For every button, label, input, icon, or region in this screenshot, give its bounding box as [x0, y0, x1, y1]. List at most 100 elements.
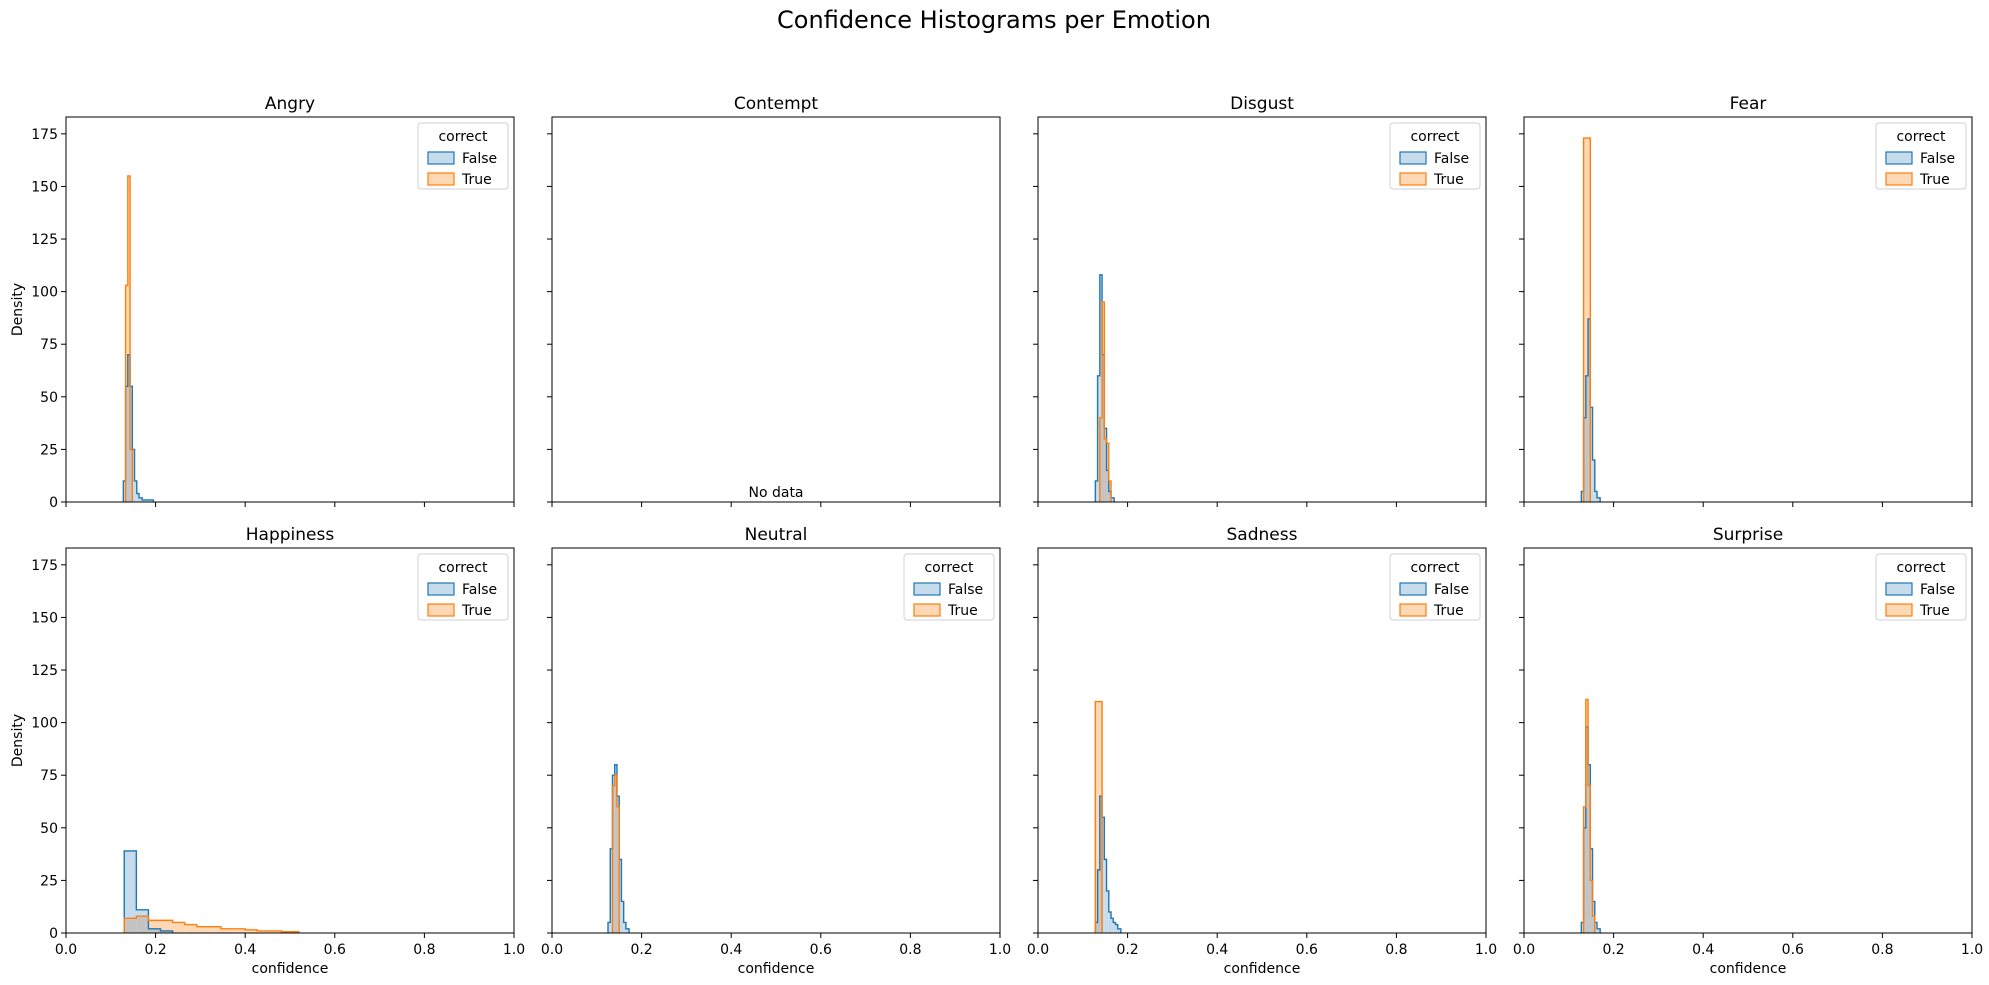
legend-label-true: True [947, 603, 978, 619]
y-tick-label: 75 [40, 768, 58, 784]
bar-false [1594, 491, 1598, 502]
bar-overlap [148, 928, 161, 933]
bar-overlap [127, 354, 131, 502]
y-tick-label: 175 [31, 558, 58, 574]
x-tick-label: 0.4 [1206, 942, 1228, 958]
legend: correct False True [1875, 553, 1967, 621]
x-tick-label: 0.8 [1871, 942, 1893, 958]
bar-true [172, 922, 185, 933]
bar-overlap [616, 806, 620, 933]
legend-swatch-true [427, 172, 455, 186]
bar-true [196, 926, 209, 933]
x-tick-label: 0.4 [234, 942, 256, 958]
bar-overlap [124, 918, 137, 933]
x-axis-label: confidence [1224, 961, 1301, 977]
x-tick-label: 1.0 [503, 942, 525, 958]
legend-swatch-true [1885, 172, 1913, 186]
legend-swatch-false [427, 582, 455, 596]
bar-overlap [614, 775, 617, 933]
panel-title: Surprise [1713, 525, 1783, 545]
series-line-false [607, 763, 630, 933]
y-tick-label: 100 [31, 285, 58, 301]
series-line-true [124, 175, 134, 502]
bar-false [621, 901, 624, 933]
bar-true [245, 929, 258, 933]
legend: correct False True [1389, 122, 1481, 190]
legend-swatch-false [913, 582, 941, 596]
legend: correct False True [1875, 122, 1967, 190]
bar-false [610, 848, 613, 933]
legend-swatch-true [1885, 603, 1913, 617]
axes-frame [1523, 547, 1973, 934]
y-tick-label: 175 [31, 127, 58, 143]
bar-overlap [1108, 491, 1112, 502]
x-axis-label: confidence [252, 961, 329, 977]
axes-frame [1037, 116, 1487, 503]
bar-overlap [1095, 922, 1098, 933]
bar-false [124, 850, 137, 933]
legend-swatch-true [427, 603, 455, 617]
bar-true [1097, 701, 1100, 933]
y-axis-label: Density [10, 714, 26, 767]
y-tick-label: 150 [31, 179, 58, 195]
bar-overlap [1592, 916, 1595, 933]
no-data-label: No data [748, 485, 803, 501]
panel-title: Disgust [1230, 94, 1294, 114]
bar-true [184, 924, 197, 933]
bar-overlap [1590, 880, 1593, 933]
bar-false [608, 922, 611, 933]
bar-false [142, 499, 154, 502]
legend-label-true: True [461, 172, 492, 188]
y-tick-label: 25 [40, 873, 58, 889]
legend-swatch-true [1399, 603, 1427, 617]
bar-false [1581, 491, 1584, 502]
bar-false [1597, 497, 1601, 502]
bar-overlap [1104, 438, 1107, 502]
y-tick-label: 100 [31, 716, 58, 732]
legend: correct False True [903, 553, 995, 621]
bar-true [233, 928, 246, 933]
legend-swatch-false [427, 151, 455, 165]
bar-false [1099, 274, 1103, 502]
bar-overlap [1585, 726, 1589, 933]
bar-false [1117, 928, 1121, 933]
legend-label-true: True [1919, 603, 1950, 619]
panel-title: Fear [1730, 94, 1767, 114]
bar-false [136, 493, 140, 502]
legend-swatch-false [1399, 582, 1427, 596]
x-tick-label: 1.0 [1961, 942, 1983, 958]
panel-disgust: Disgust correct False True [1033, 94, 1487, 507]
bar-true [1585, 138, 1589, 502]
x-tick-label: 0.6 [1782, 942, 1804, 958]
bar-false [123, 480, 126, 502]
legend-title: correct [1410, 129, 1460, 145]
legend-title: correct [1410, 560, 1460, 576]
y-tick-label: 150 [31, 610, 58, 626]
x-tick-label: 0.8 [413, 942, 435, 958]
bar-overlap [1099, 417, 1103, 502]
bar-false [1097, 375, 1100, 502]
panel-contempt: Contempt No data [547, 94, 1001, 507]
legend-label-true: True [1433, 603, 1464, 619]
bar-overlap [160, 930, 173, 933]
panel-sadness: Sadness 0.0 0.2 0.4 0.6 0.8 1.0 confidence corre… [1027, 525, 1497, 977]
bar-overlap [1102, 354, 1105, 502]
bar-overlap [136, 916, 149, 933]
bar-false [1592, 459, 1595, 502]
y-tick-label: 50 [40, 390, 58, 406]
bar-false [1106, 890, 1109, 933]
x-tick-label: 0.2 [144, 942, 166, 958]
legend-swatch-true [913, 603, 941, 617]
x-tick-label: 0.6 [324, 942, 346, 958]
bar-overlap [1585, 375, 1589, 502]
legend-label-true: True [1919, 172, 1950, 188]
panel-fear: Fear correct False True [1519, 94, 1973, 507]
x-tick-label: 0.0 [1513, 942, 1535, 958]
bar-false [623, 922, 626, 933]
x-tick-label: 0.0 [55, 942, 77, 958]
x-tick-label: 0.8 [899, 942, 921, 958]
bar-true [160, 920, 173, 933]
legend-label-false: False [1920, 151, 1955, 167]
y-tick-label: 50 [40, 821, 58, 837]
